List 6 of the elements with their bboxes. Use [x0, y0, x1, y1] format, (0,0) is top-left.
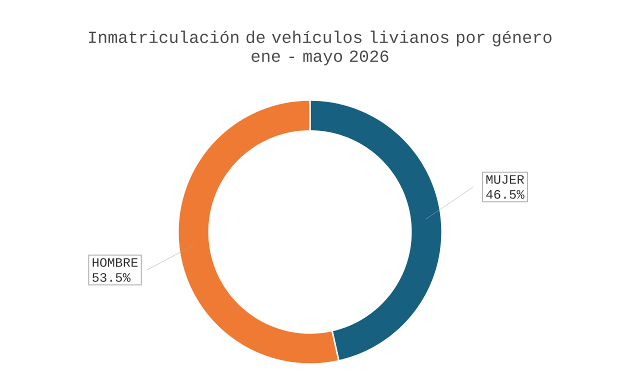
chart-subtitle: ene - mayo 2026	[252, 50, 388, 66]
chart-title: Inmatriculación de vehículos livianos por género	[89, 30, 552, 46]
slice-label: HOMBRE	[92, 258, 138, 267]
data-label: 46.5%	[486, 190, 524, 199]
data-label: 53.5%	[92, 273, 131, 282]
slice-label: MUJER	[486, 175, 524, 184]
